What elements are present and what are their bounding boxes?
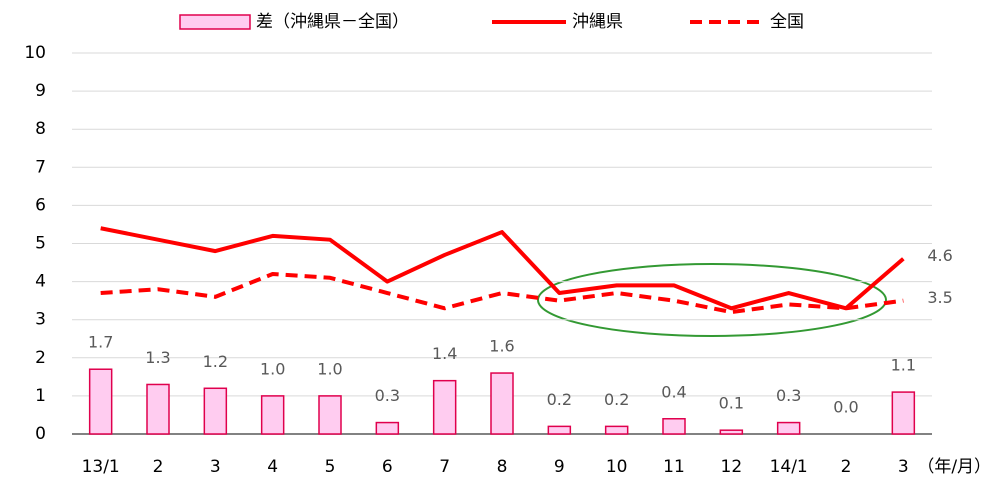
x-tick-label: 10 (606, 457, 628, 477)
bar (490, 372, 514, 435)
x-unit-label: （年/月） (917, 457, 991, 477)
line (100, 271, 904, 315)
x-tick-label: 2 (841, 457, 852, 477)
value-label: 0.1 (719, 394, 744, 413)
x-tick-label: 9 (554, 457, 565, 477)
bar (547, 425, 572, 435)
bar (891, 391, 916, 435)
y-tick-label: 0 (35, 424, 46, 444)
value-label: 1.6 (489, 337, 514, 356)
x-tick-label: 5 (325, 457, 336, 477)
end-label: 3.5 (927, 288, 952, 307)
bar (203, 387, 228, 435)
value-label: 1.0 (317, 359, 342, 378)
bar (260, 395, 285, 435)
x-tick-label: 3 (898, 457, 909, 477)
legend-label: 全国 (770, 12, 804, 32)
x-tick-label: 7 (439, 457, 450, 477)
y-tick-label: 4 (35, 272, 46, 292)
bar (432, 379, 457, 435)
x-tick-label: 2 (153, 457, 164, 477)
bar (719, 429, 744, 435)
y-tick-label: 1 (35, 386, 46, 406)
value-label: 0.3 (375, 386, 400, 405)
y-tick-label: 3 (35, 310, 46, 330)
value-label: 0.2 (604, 390, 629, 409)
value-label: 1.1 (891, 356, 916, 375)
x-tick-label: 13/1 (82, 457, 120, 477)
line (100, 226, 905, 311)
y-tick-label: 5 (35, 234, 46, 254)
end-label: 4.6 (927, 246, 952, 265)
bar (318, 395, 342, 435)
legend-label: 沖縄県 (572, 12, 623, 32)
y-tick-label: 10 (24, 43, 46, 63)
value-label: 1.3 (145, 348, 170, 367)
x-tick-label: 4 (267, 457, 278, 477)
value-label: 0.4 (661, 382, 686, 401)
y-tick-label: 2 (35, 348, 46, 368)
x-tick-label: 8 (497, 457, 508, 477)
value-label: 0.2 (547, 390, 572, 409)
legend-label: 差（沖縄県－全国） (256, 12, 409, 32)
bar (146, 383, 170, 435)
value-label: 1.2 (203, 352, 228, 371)
value-label: 0.0 (833, 398, 858, 417)
value-label: 0.3 (776, 386, 801, 405)
x-tick-label: 3 (210, 457, 221, 477)
y-tick-label: 8 (35, 119, 46, 139)
bar (776, 421, 801, 435)
bar (375, 421, 400, 435)
value-label: 1.0 (260, 359, 285, 378)
x-tick-label: 6 (382, 457, 393, 477)
y-tick-label: 6 (35, 195, 46, 215)
highlight-ellipse (537, 263, 887, 337)
bar (604, 425, 629, 435)
y-tick-label: 9 (35, 81, 46, 101)
legend-swatch (179, 14, 251, 30)
bar (662, 418, 686, 435)
x-tick-label: 12 (721, 457, 743, 477)
value-label: 1.4 (432, 344, 457, 363)
bar (88, 368, 113, 435)
x-tick-label: 14/1 (770, 457, 808, 477)
y-tick-label: 7 (35, 157, 46, 177)
x-tick-label: 11 (663, 457, 685, 477)
value-label: 1.7 (88, 333, 113, 352)
